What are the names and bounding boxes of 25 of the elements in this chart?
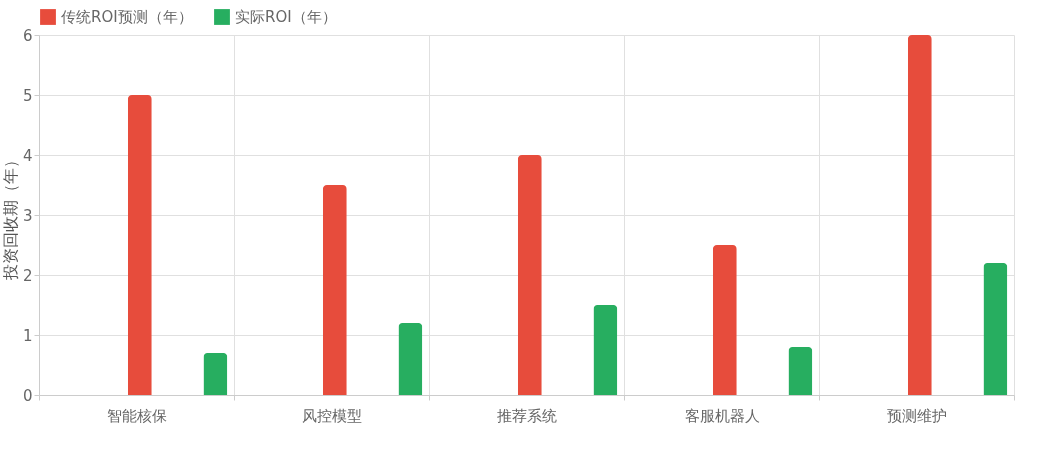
y-tick-label: 2 bbox=[22, 266, 33, 285]
bar bbox=[398, 323, 423, 395]
y-axis-title: 投资回收期（年） bbox=[0, 151, 20, 281]
bar bbox=[712, 245, 737, 395]
y-tick-label: 6 bbox=[22, 26, 33, 45]
bar bbox=[983, 263, 1008, 395]
y-tick-label: 5 bbox=[22, 86, 33, 105]
legend-label: 实际ROI（年） bbox=[235, 8, 337, 26]
x-tick-label: 智能核保 bbox=[107, 406, 167, 425]
bar bbox=[517, 155, 542, 395]
y-tick-label: 0 bbox=[22, 386, 33, 405]
x-tick-label: 风控模型 bbox=[302, 406, 362, 425]
bar bbox=[203, 353, 228, 395]
bar bbox=[127, 95, 152, 395]
y-tick-label: 3 bbox=[22, 206, 33, 225]
bar bbox=[788, 347, 813, 395]
bar bbox=[322, 185, 347, 395]
legend-label: 传统ROI预测（年） bbox=[61, 8, 193, 26]
x-tick-label: 客服机器人 bbox=[684, 406, 760, 425]
bar bbox=[907, 35, 932, 395]
x-tick-label: 推荐系统 bbox=[497, 406, 557, 425]
y-tick-label: 4 bbox=[22, 146, 33, 165]
bar bbox=[593, 305, 618, 395]
y-tick-label: 1 bbox=[22, 326, 33, 345]
x-tick-label: 预测维护 bbox=[887, 406, 947, 425]
